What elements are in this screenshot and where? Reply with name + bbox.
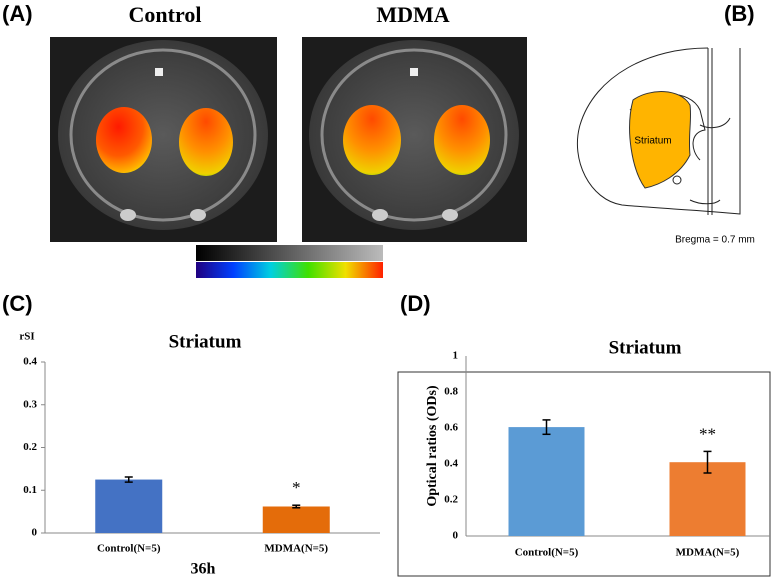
colorbar [196, 262, 383, 278]
caption: Bregma = 0.7 mm [675, 235, 755, 246]
y-axis-label: rSI [19, 331, 34, 343]
image-title: MDMA [376, 2, 449, 27]
atlas-drawing [576, 47, 741, 215]
y-tick-label: 0 [453, 530, 459, 542]
y-tick-label: 0.8 [444, 386, 458, 398]
bar [508, 427, 585, 536]
y-tick-label: 0.1 [23, 484, 37, 496]
y-tick-label: 0.3 [23, 398, 37, 410]
y-tick-label: 0.4 [444, 458, 458, 470]
chart-title: Striatum [609, 337, 682, 358]
panel-label: (B) [724, 1, 755, 26]
mri-image [50, 37, 277, 242]
mri-image [302, 37, 527, 242]
region-label: Striatum [634, 136, 671, 147]
y-tick-label: 0.6 [444, 422, 458, 434]
x-tick-label: MDMA(N=5) [676, 547, 740, 559]
chart-title: Striatum [169, 331, 242, 352]
colorbar [196, 245, 383, 261]
bar [95, 479, 163, 533]
striatum-region [629, 91, 692, 189]
panel-label: (C) [2, 291, 33, 316]
annotation: ** [699, 424, 716, 443]
y-tick-label: 0.2 [23, 441, 37, 453]
annotation: * [292, 478, 301, 497]
x-axis-label: 36h [191, 561, 216, 577]
panel-label: (A) [2, 1, 33, 26]
x-tick-label: Control(N=5) [97, 543, 161, 555]
y-tick-label: 0.2 [444, 494, 458, 506]
bar [262, 506, 330, 533]
panel-frame [397, 371, 771, 577]
image-title: Control [129, 2, 202, 27]
y-tick-label: 1 [453, 350, 459, 362]
x-tick-label: Control(N=5) [515, 547, 579, 559]
y-tick-label: 0 [32, 527, 38, 539]
x-tick-label: MDMA(N=5) [264, 543, 328, 555]
panel-label: (D) [400, 291, 431, 316]
bar [669, 462, 746, 536]
y-axis-label: Optical ratios (ODs) [425, 385, 440, 507]
y-tick-label: 0.4 [23, 356, 37, 368]
